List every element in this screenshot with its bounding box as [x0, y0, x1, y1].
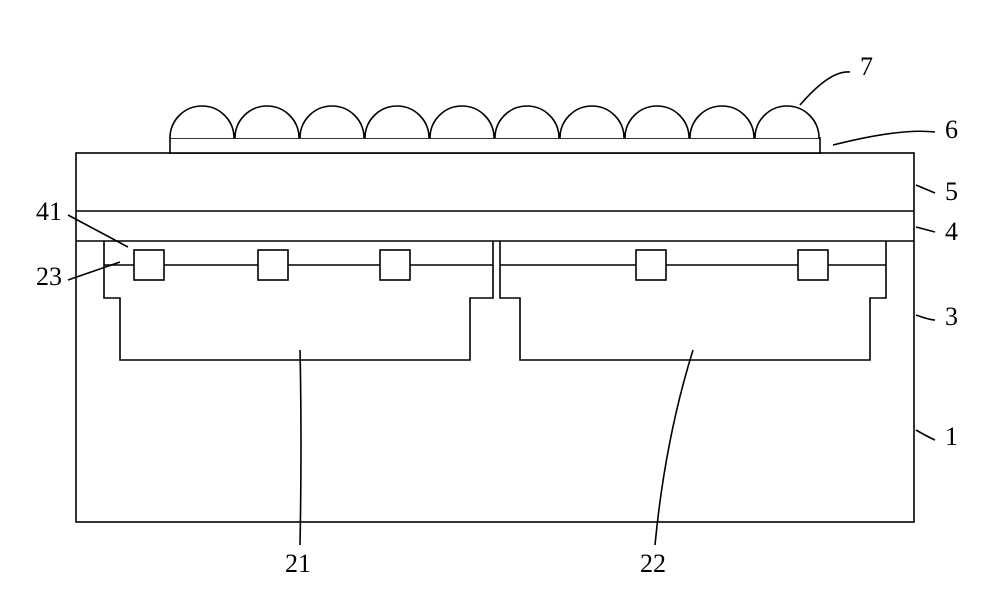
label-5: 5: [945, 177, 958, 206]
label-41: 41: [36, 197, 62, 226]
label-7: 7: [860, 52, 873, 81]
label-3: 3: [945, 302, 958, 331]
label-21: 21: [285, 549, 311, 578]
label-1: 1: [945, 422, 958, 451]
pad-0: [134, 250, 164, 280]
pad-3: [636, 250, 666, 280]
label-4: 4: [945, 217, 958, 246]
bump-strip: [170, 138, 820, 153]
pad-4: [798, 250, 828, 280]
label-22: 22: [640, 549, 666, 578]
label-23: 23: [36, 262, 62, 291]
label-6: 6: [945, 115, 958, 144]
pad-1: [258, 250, 288, 280]
outer-rect: [76, 153, 914, 522]
layer-diagram: 7 6 5 4 41 23 3 1 21 22: [0, 0, 1000, 594]
pad-2: [380, 250, 410, 280]
